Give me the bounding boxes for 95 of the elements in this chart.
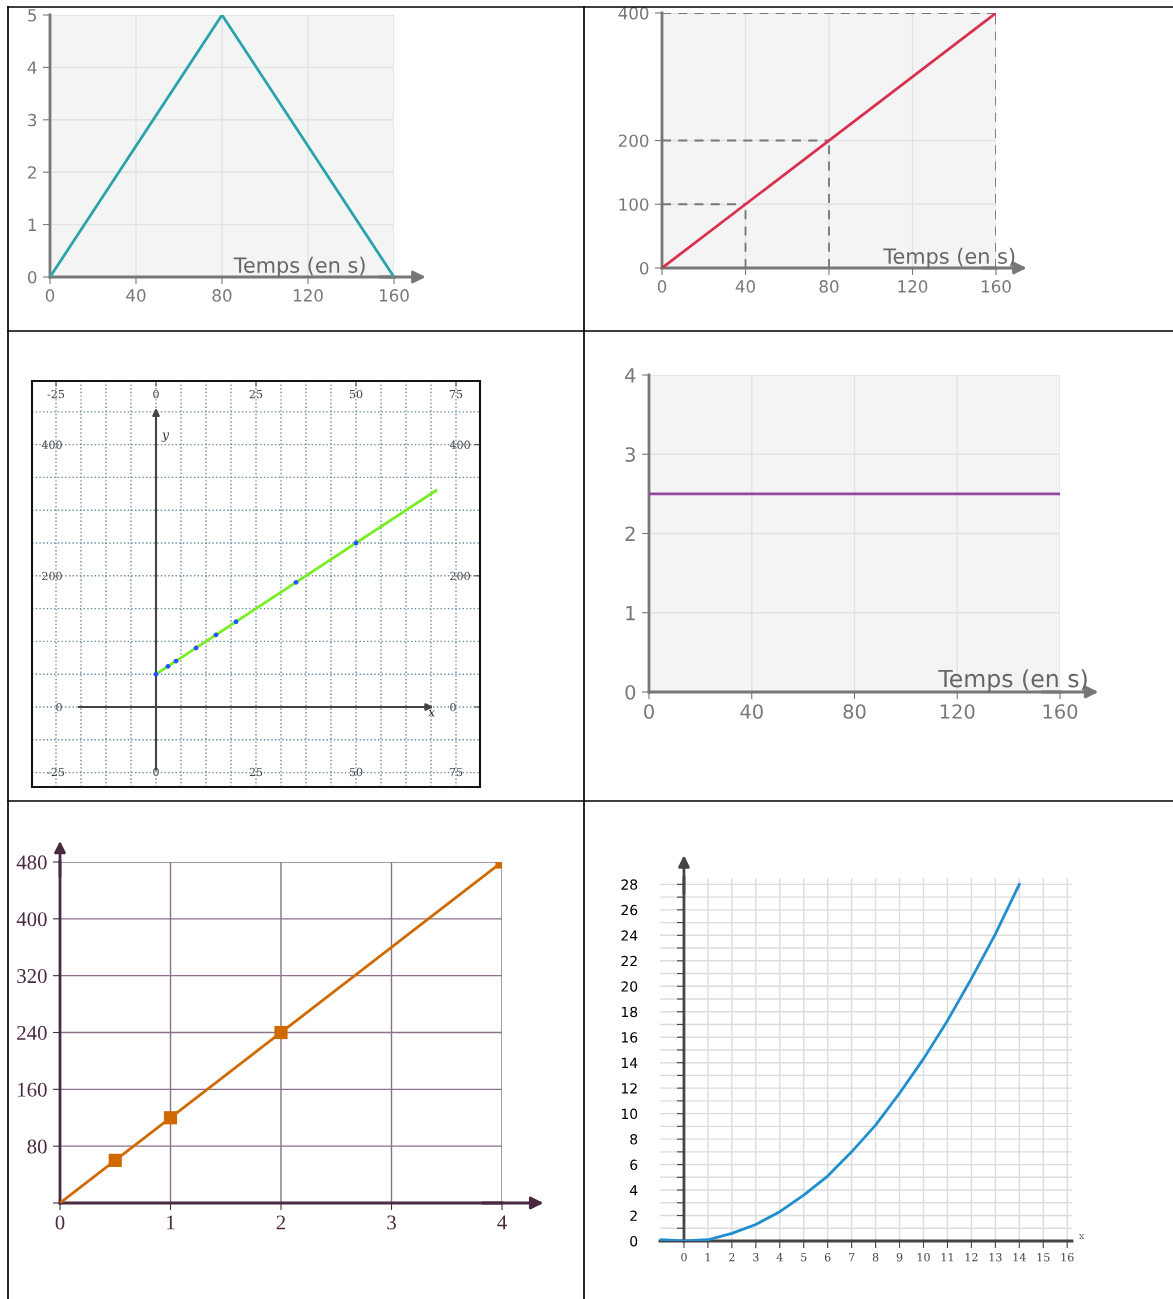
x-tick-label: 75	[449, 767, 463, 777]
y-tick-label: 10	[621, 1108, 638, 1120]
x2-tick-label: 0	[153, 389, 159, 399]
point	[108, 1153, 122, 1167]
x-tick-label: 1	[167, 1215, 175, 1230]
x-tick-label: 7	[849, 1253, 855, 1262]
x-tick-label: 25	[249, 767, 263, 777]
y-tick-label: 28	[621, 879, 638, 890]
x-axis-title: Temps (en s)	[233, 256, 365, 277]
y-tick-label: 4	[625, 368, 636, 383]
y-tick-label: 3	[28, 113, 37, 127]
point	[274, 1025, 288, 1040]
x-tick-label: 80	[819, 280, 839, 293]
x-tick-label: 6	[824, 1253, 831, 1262]
x-tick-label: 2	[729, 1253, 735, 1262]
point	[165, 663, 171, 669]
y2-tick-label: 400	[449, 440, 470, 449]
y-tick-label: 2	[28, 166, 36, 179]
y2-tick-label: 200	[450, 571, 470, 581]
y-tick-label: 320	[17, 969, 47, 984]
x-tick-label: 15	[1037, 1253, 1050, 1262]
x-axis-title: Temps (en s)	[938, 669, 1087, 692]
x-tick-label: 1	[705, 1253, 710, 1262]
y-tick-label: 400	[41, 440, 62, 449]
x2-tick-label: 75	[449, 390, 463, 399]
x-tick-label: -25	[47, 767, 65, 777]
x-tick-label: 13	[989, 1253, 1002, 1262]
y-tick-label: 5	[28, 9, 37, 22]
x-tick-label: 80	[843, 704, 866, 719]
y-tick-label: 4	[629, 1185, 638, 1196]
x-tick-label: 160	[981, 280, 1011, 293]
y-tick-label: 400	[618, 6, 649, 20]
y-tick-label: 20	[621, 981, 638, 992]
x2-tick-label: -25	[47, 389, 65, 399]
x-tick-label: 40	[740, 704, 763, 719]
line-series	[660, 882, 1021, 1241]
y-tick-label: 0	[625, 684, 636, 700]
x-axis-title: x	[428, 709, 436, 717]
x-tick-label: 4	[497, 1215, 507, 1230]
x-tick-label: 4	[776, 1253, 783, 1262]
x2-tick-label: 25	[249, 389, 263, 399]
y-tick-label: 8	[630, 1134, 638, 1145]
x-tick-label: 160	[379, 289, 409, 302]
y-tick-label: 2	[625, 526, 635, 541]
y-tick-label: 4	[27, 61, 37, 74]
x-tick-label: 0	[681, 1253, 687, 1262]
x-tick-label: 3	[753, 1253, 759, 1262]
y-tick-label: 240	[17, 1025, 47, 1040]
x-tick-label: 8	[872, 1253, 879, 1262]
x-tick-label: 120	[293, 289, 323, 302]
point	[163, 1111, 178, 1125]
x-tick-label: 80	[212, 289, 232, 302]
x-tick-label: 14	[1013, 1253, 1026, 1262]
y-axis-title: y	[161, 432, 170, 442]
y-tick-label: 160	[18, 1082, 47, 1097]
x-tick-label: 3	[387, 1215, 396, 1230]
y-tick-label: 80	[27, 1139, 47, 1154]
x-axis-title: Temps (en s)	[883, 247, 1015, 268]
point	[233, 619, 239, 625]
x2-tick-label: 50	[349, 389, 363, 399]
x-tick-label: 9	[896, 1253, 903, 1262]
x-tick-label: 16	[1061, 1253, 1074, 1262]
x-tick-label: 10	[917, 1253, 930, 1262]
y-tick-label: 480	[16, 855, 47, 870]
x-tick-label: 120	[940, 704, 975, 719]
y-tick-label: 14	[621, 1057, 638, 1068]
x-tick-label: 40	[126, 289, 146, 302]
x-tick-label: 0	[153, 767, 159, 777]
x-tick-label: 5	[801, 1253, 807, 1262]
y-tick-label: 1	[28, 218, 36, 231]
y-tick-label: 24	[621, 930, 638, 941]
y-tick-label: 12	[621, 1083, 637, 1094]
y-tick-label: 18	[621, 1006, 638, 1018]
y-tick-label: 400	[16, 912, 47, 927]
y-tick-label: 100	[619, 198, 649, 211]
x-tick-label: 120	[898, 280, 928, 293]
y-tick-label: 0	[630, 1235, 638, 1247]
x-tick-label: 12	[965, 1253, 978, 1262]
y-tick-label: 0	[27, 270, 37, 284]
x-axis-title: x	[1079, 1233, 1085, 1239]
y-tick-label: 200	[618, 134, 649, 148]
y-tick-label: 22	[621, 955, 637, 967]
y-tick-label: 3	[625, 447, 635, 462]
x-tick-label: 0	[657, 280, 667, 293]
y-tick-label: 200	[42, 571, 62, 581]
x-tick-label: 40	[735, 280, 755, 293]
y-tick-label: 6	[630, 1159, 638, 1171]
x-tick-label: 11	[941, 1253, 953, 1262]
x-tick-label: 50	[349, 767, 363, 777]
y-tick-label: 0	[639, 261, 649, 275]
x-tick-label: 160	[1043, 704, 1078, 719]
x-tick-label: 2	[276, 1215, 286, 1230]
y-tick-label: 26	[621, 904, 638, 916]
y-tick-label: 1	[626, 605, 635, 621]
y-tick-label: 16	[621, 1032, 638, 1043]
